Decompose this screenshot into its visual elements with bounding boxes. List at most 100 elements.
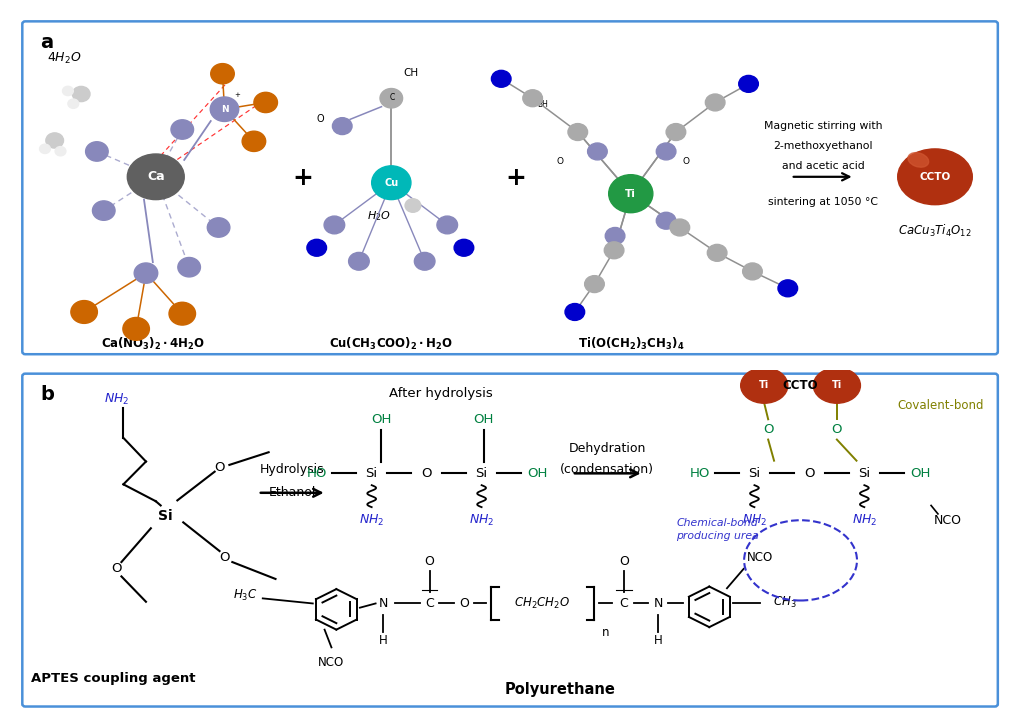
Text: CH: CH bbox=[403, 68, 418, 78]
Text: Chemical-bond
producing urea: Chemical-bond producing urea bbox=[675, 518, 759, 541]
Ellipse shape bbox=[908, 152, 929, 168]
Text: Ti: Ti bbox=[832, 380, 842, 390]
Text: $NH_2$: $NH_2$ bbox=[851, 513, 877, 528]
Circle shape bbox=[207, 218, 230, 237]
Text: Dehydration: Dehydration bbox=[569, 441, 646, 454]
Text: Ca: Ca bbox=[147, 170, 165, 183]
Text: After hydrolysis: After hydrolysis bbox=[388, 388, 492, 400]
Circle shape bbox=[605, 227, 624, 244]
FancyBboxPatch shape bbox=[22, 374, 998, 707]
Text: C: C bbox=[619, 597, 629, 610]
Text: O: O bbox=[421, 467, 432, 480]
Text: HO: HO bbox=[690, 467, 710, 480]
Text: APTES coupling agent: APTES coupling agent bbox=[32, 672, 196, 685]
Circle shape bbox=[178, 257, 200, 277]
Ellipse shape bbox=[898, 149, 972, 205]
Text: $NH_2$: $NH_2$ bbox=[469, 513, 494, 528]
Circle shape bbox=[437, 216, 458, 234]
Text: NCO: NCO bbox=[318, 656, 345, 669]
Circle shape bbox=[68, 99, 78, 109]
Circle shape bbox=[708, 244, 727, 261]
Text: O: O bbox=[619, 555, 629, 568]
Text: +: + bbox=[234, 92, 240, 98]
Circle shape bbox=[491, 70, 512, 87]
Circle shape bbox=[706, 94, 725, 111]
Text: (condensation): (condensation) bbox=[560, 464, 654, 477]
Text: $\mathbf{Ti(O(CH_2)_3CH_3)_4}$: $\mathbf{Ti(O(CH_2)_3CH_3)_4}$ bbox=[578, 336, 684, 352]
Circle shape bbox=[380, 88, 403, 108]
Circle shape bbox=[604, 242, 623, 259]
Text: n: n bbox=[602, 626, 610, 638]
Circle shape bbox=[93, 201, 115, 220]
Circle shape bbox=[414, 252, 435, 270]
Text: N: N bbox=[221, 105, 228, 114]
Circle shape bbox=[585, 275, 604, 293]
Text: H: H bbox=[379, 634, 387, 647]
Circle shape bbox=[455, 239, 474, 256]
Text: O: O bbox=[804, 467, 815, 480]
Ellipse shape bbox=[814, 367, 860, 403]
Text: O: O bbox=[111, 562, 122, 575]
Text: Si: Si bbox=[749, 467, 761, 480]
Circle shape bbox=[62, 86, 73, 96]
Text: CCTO: CCTO bbox=[919, 172, 951, 182]
Text: and acetic acid: and acetic acid bbox=[782, 161, 864, 171]
Circle shape bbox=[72, 86, 91, 101]
Circle shape bbox=[349, 252, 369, 270]
Text: BH: BH bbox=[537, 100, 548, 109]
Circle shape bbox=[71, 301, 98, 324]
Text: $CH_3$: $CH_3$ bbox=[773, 595, 796, 610]
Text: O: O bbox=[220, 551, 230, 564]
Circle shape bbox=[85, 142, 108, 161]
Text: C: C bbox=[425, 597, 434, 610]
Circle shape bbox=[609, 175, 653, 213]
Text: Si: Si bbox=[159, 508, 173, 523]
Circle shape bbox=[523, 90, 542, 106]
Text: O: O bbox=[682, 157, 690, 166]
Text: $CH_2CH_2O$: $CH_2CH_2O$ bbox=[515, 596, 571, 611]
Text: sintering at 1050 °C: sintering at 1050 °C bbox=[768, 197, 878, 207]
Circle shape bbox=[333, 118, 352, 134]
Text: $NH_2$: $NH_2$ bbox=[104, 393, 129, 408]
Text: CCTO: CCTO bbox=[783, 379, 819, 392]
Text: $NH_2$: $NH_2$ bbox=[359, 513, 384, 528]
Text: O: O bbox=[556, 157, 563, 166]
Text: $H_2O$: $H_2O$ bbox=[366, 210, 391, 224]
Circle shape bbox=[565, 303, 585, 321]
Text: Covalent-bond: Covalent-bond bbox=[898, 399, 984, 412]
Text: $\mathbf{Cu(CH_3COO)_2 \cdot H_2O}$: $\mathbf{Cu(CH_3COO)_2 \cdot H_2O}$ bbox=[330, 336, 454, 352]
Text: Si: Si bbox=[476, 467, 488, 480]
FancyBboxPatch shape bbox=[22, 22, 998, 354]
Text: Polyurethane: Polyurethane bbox=[504, 682, 615, 697]
Text: OH: OH bbox=[473, 413, 493, 426]
Circle shape bbox=[371, 166, 411, 200]
Circle shape bbox=[40, 145, 51, 153]
Circle shape bbox=[211, 63, 234, 84]
Text: $H_3C$: $H_3C$ bbox=[233, 587, 258, 603]
Text: N: N bbox=[378, 597, 388, 610]
Text: Ti: Ti bbox=[625, 188, 637, 198]
Text: O: O bbox=[763, 423, 773, 436]
Circle shape bbox=[656, 143, 676, 160]
Text: $\mathbf{Ca(NO_3)_2 \cdot 4H_2O}$: $\mathbf{Ca(NO_3)_2 \cdot 4H_2O}$ bbox=[101, 336, 204, 352]
Text: Cu: Cu bbox=[384, 178, 399, 188]
Circle shape bbox=[567, 124, 588, 140]
Text: OH: OH bbox=[528, 467, 548, 480]
Text: OH: OH bbox=[910, 467, 931, 480]
Circle shape bbox=[324, 216, 345, 234]
Circle shape bbox=[738, 75, 759, 92]
Circle shape bbox=[134, 263, 158, 283]
Text: a: a bbox=[40, 33, 53, 52]
Text: Hydrolysis: Hydrolysis bbox=[260, 464, 324, 477]
Text: +: + bbox=[293, 167, 313, 191]
Text: O: O bbox=[215, 461, 225, 474]
Text: O: O bbox=[425, 555, 434, 568]
Text: HO: HO bbox=[306, 467, 326, 480]
Ellipse shape bbox=[740, 367, 788, 403]
Circle shape bbox=[123, 318, 149, 340]
Circle shape bbox=[55, 147, 66, 156]
Text: +: + bbox=[505, 167, 527, 191]
Circle shape bbox=[169, 302, 195, 325]
Text: Ethanol: Ethanol bbox=[268, 486, 316, 499]
Text: NCO: NCO bbox=[934, 514, 962, 527]
